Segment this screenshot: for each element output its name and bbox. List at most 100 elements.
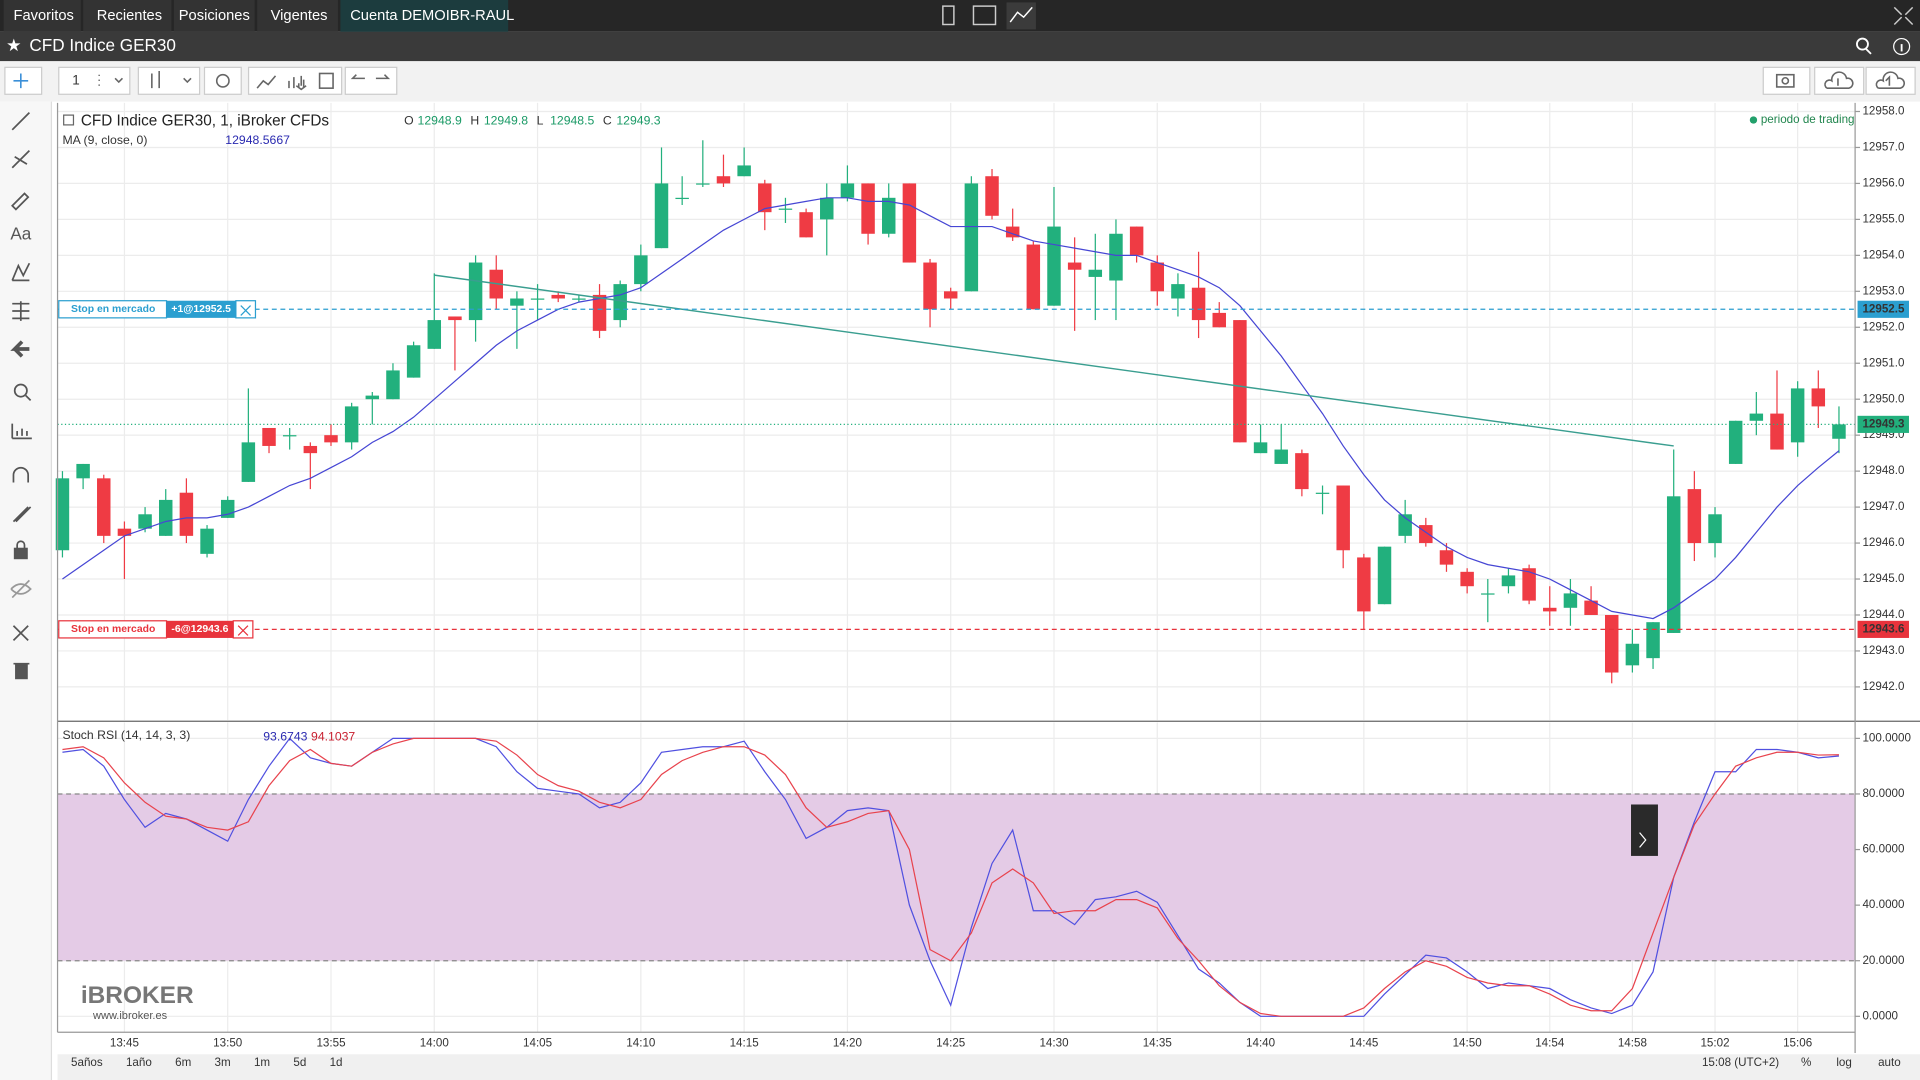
- candle-body: [985, 176, 999, 216]
- x-tick-label: 14:00: [420, 1036, 450, 1049]
- menu-tab[interactable]: [83, 0, 172, 32]
- panel-handle[interactable]: [1631, 804, 1658, 856]
- y-tick-label: 12942.0: [1862, 680, 1905, 693]
- y-tick-label: 12955.0: [1862, 212, 1905, 225]
- ohlc-value: 12949.3: [616, 113, 660, 127]
- order-price-label: 12943.6: [1862, 622, 1905, 635]
- range-button[interactable]: 6m: [175, 1056, 191, 1069]
- order-cancel[interactable]: [232, 620, 254, 639]
- candle-body: [386, 370, 400, 400]
- candle-body: [964, 183, 979, 292]
- menu-item[interactable]: Recientes: [97, 8, 162, 24]
- candle-body: [1336, 485, 1350, 551]
- candle-body: [262, 427, 276, 446]
- scale-option[interactable]: auto: [1878, 1056, 1901, 1069]
- range-button[interactable]: 1d: [330, 1056, 343, 1069]
- candle-body: [820, 197, 834, 220]
- candle-body: [117, 528, 132, 536]
- order-label: Stop en mercado: [71, 624, 155, 635]
- status-dot: [1749, 116, 1758, 124]
- ohlc-value: 12948.9: [418, 113, 462, 127]
- candle-body: [282, 435, 297, 437]
- menu-item[interactable]: Cuenta DEMOIBR-RAUL: [350, 8, 514, 24]
- scale-option[interactable]: log: [1836, 1056, 1852, 1069]
- candle-body: [200, 528, 214, 554]
- range-button[interactable]: 5años: [71, 1056, 103, 1069]
- menu-item[interactable]: Favoritos: [13, 8, 73, 24]
- symbol-icons[interactable]: [1856, 37, 1911, 56]
- candle-body: [1274, 449, 1288, 464]
- menu-tab[interactable]: [257, 0, 338, 32]
- candle-body: [1522, 568, 1536, 601]
- candle-body: [1543, 607, 1557, 612]
- range-button[interactable]: 5d: [293, 1056, 306, 1069]
- menu-tab[interactable]: [3, 0, 81, 32]
- series-line: [62, 737, 1839, 1017]
- y-tick-label: 12945.0: [1862, 572, 1905, 585]
- layout-icons[interactable]: [942, 2, 1914, 30]
- candle-body: [530, 298, 545, 300]
- candle-body: [427, 320, 442, 349]
- favorite-star[interactable]: ★: [6, 35, 21, 55]
- y-tick-label: 12954.0: [1862, 248, 1905, 261]
- stoch-d-value: 94.1037: [311, 729, 355, 743]
- range-button[interactable]: 1año: [126, 1056, 152, 1069]
- x-tick-label: 14:45: [1349, 1036, 1378, 1049]
- x-tick-label: 14:15: [730, 1036, 759, 1049]
- panel-handle-arrow: [1639, 832, 1647, 848]
- candle-body: [1605, 614, 1619, 673]
- candle-body: [1749, 413, 1764, 421]
- candle-body: [1171, 284, 1185, 299]
- x-tick-label: 14:54: [1535, 1036, 1565, 1049]
- menu-tab-active[interactable]: [340, 0, 509, 32]
- candle-body: [882, 197, 896, 234]
- range-button[interactable]: 1m: [254, 1056, 270, 1069]
- candle-body: [634, 255, 648, 285]
- candle-body: [1150, 262, 1165, 292]
- collapse-box[interactable]: [63, 114, 75, 126]
- interval[interactable]: 1: [72, 72, 79, 87]
- x-tick-label: 14:25: [936, 1036, 965, 1049]
- toolbar-icons: [13, 71, 1906, 91]
- candle-body: [1625, 643, 1640, 666]
- symbol-bar: [0, 31, 1920, 62]
- text-tool[interactable]: Aa: [10, 224, 31, 244]
- candle-body: [55, 478, 70, 551]
- candle-body: [902, 183, 917, 263]
- ma-legend-value: 12948.5667: [225, 133, 290, 147]
- candle-body: [1212, 312, 1226, 328]
- candle-body: [861, 183, 875, 234]
- candle-body: [1460, 571, 1474, 587]
- x-tick-label: 14:20: [833, 1036, 863, 1049]
- candle-body: [1584, 600, 1598, 615]
- menu-item[interactable]: Posiciones: [179, 8, 250, 24]
- scale-option[interactable]: %: [1801, 1056, 1811, 1069]
- range-button[interactable]: 3m: [215, 1056, 231, 1069]
- menu-tab[interactable]: [173, 0, 255, 32]
- candle-body: [1687, 489, 1702, 544]
- candle-body: [943, 291, 958, 299]
- candle-body: [97, 478, 111, 536]
- x-tick-label: 13:55: [316, 1036, 345, 1049]
- candle-body: [1666, 496, 1681, 633]
- ohlc-label: H: [470, 113, 479, 127]
- candle-body: [840, 183, 855, 198]
- drawing-tools[interactable]: [10, 112, 32, 680]
- candle-body: [1047, 226, 1061, 306]
- bottom-bar: [57, 1054, 1920, 1080]
- menu-item[interactable]: Vigentes: [271, 8, 328, 24]
- order-cancel[interactable]: [235, 300, 257, 319]
- ohlc-value: 12949.8: [484, 113, 528, 127]
- order-cancel-x: [240, 305, 252, 316]
- timezone: 15:08 (UTC+2): [1702, 1056, 1779, 1069]
- drawing-toolbar: [0, 101, 52, 1080]
- trend-line: [434, 274, 1674, 447]
- candle-body: [1811, 388, 1826, 407]
- candle-body: [675, 197, 689, 200]
- y-tick-label: 12950.0: [1862, 392, 1905, 405]
- candle-body: [1067, 262, 1082, 270]
- candle-body: [1419, 525, 1433, 544]
- x-tick-label: 14:30: [1039, 1036, 1069, 1049]
- ohlc-legend: O 12948.9 H 12949.8 L 12948.5 C 12949.3: [404, 113, 661, 127]
